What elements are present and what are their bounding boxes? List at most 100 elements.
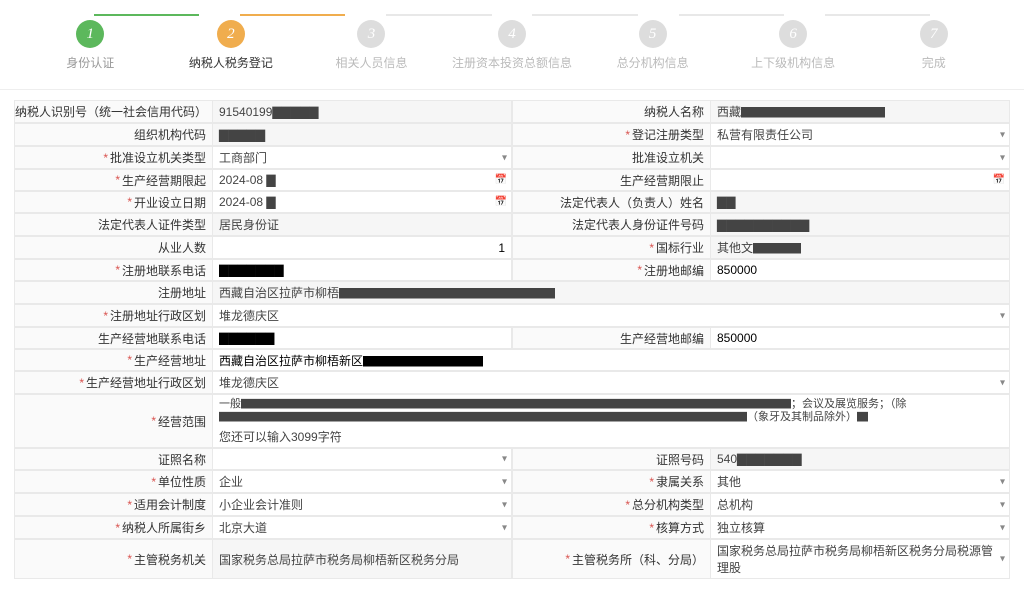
label-operate-to: 生产经营期限止 bbox=[512, 169, 710, 191]
field-accounting-method[interactable]: 独立核算▾ bbox=[710, 516, 1010, 539]
label-license-no: 证照号码 bbox=[512, 448, 710, 470]
label-license-name: 证照名称 bbox=[14, 448, 212, 470]
field-operate-to[interactable]: 📅 bbox=[710, 169, 1010, 191]
step-4[interactable]: 4 注册资本投资总额信息 bbox=[442, 20, 583, 71]
label-street: 纳税人所属街乡 bbox=[14, 516, 212, 539]
field-biz-scope[interactable]: 一般▇▇▇▇▇▇▇▇▇▇▇▇▇▇▇▇▇▇▇▇▇▇▇▇▇▇▇▇▇▇▇▇▇▇▇▇▇▇… bbox=[212, 394, 1010, 448]
field-tax-authority: 国家税务总局拉萨市税务局柳梧新区税务分局 bbox=[212, 539, 512, 579]
field-open-date[interactable]: 2024-08 ▇📅 bbox=[212, 191, 512, 213]
field-approve-authority[interactable]: ▾ bbox=[710, 146, 1010, 169]
label-reg-phone: 注册地联系电话 bbox=[14, 259, 212, 281]
page-root: 1 身份认证 2 纳税人税务登记 3 相关人员信息 4 注册资本投资总额信息 5 总分机构信息 6 上… bbox=[0, 0, 1024, 589]
label-biz-scope: 经营范围 bbox=[14, 394, 212, 448]
step-label: 纳税人税务登记 bbox=[189, 54, 273, 71]
field-affiliation[interactable]: 其他▾ bbox=[710, 470, 1010, 493]
step-circle: 2 bbox=[217, 20, 245, 48]
field-reg-address: 西藏自治区拉萨市柳梧▇▇▇▇▇▇▇▇▇▇▇▇▇▇▇▇▇▇ bbox=[212, 281, 1010, 304]
label-biz-address: 生产经营地址 bbox=[14, 349, 212, 371]
step-2[interactable]: 2 纳税人税务登记 bbox=[161, 20, 302, 71]
field-biz-zip[interactable] bbox=[710, 327, 1010, 349]
label-legal-rep-name: 法定代表人（负责人）姓名 bbox=[512, 191, 710, 213]
label-taxpayer-id: 纳税人识别号（统一社会信用代码） bbox=[14, 100, 212, 123]
step-3[interactable]: 3 相关人员信息 bbox=[301, 20, 442, 71]
field-reg-phone[interactable] bbox=[212, 259, 512, 281]
label-approve-authority: 批准设立机关 bbox=[512, 146, 710, 169]
step-5[interactable]: 5 总分机构信息 bbox=[582, 20, 723, 71]
field-tax-branch[interactable]: 国家税务总局拉萨市税务局柳梧新区税务分局税源管理股▾ bbox=[710, 539, 1010, 579]
step-circle: 3 bbox=[357, 20, 385, 48]
label-legal-rep-id-type: 法定代表人证件类型 bbox=[14, 213, 212, 236]
field-biz-phone[interactable] bbox=[212, 327, 512, 349]
step-connector bbox=[679, 14, 784, 16]
label-tax-branch: 主管税务所（科、分局） bbox=[512, 539, 710, 579]
step-label: 注册资本投资总额信息 bbox=[452, 54, 572, 71]
biz-address-input[interactable] bbox=[213, 350, 1009, 370]
step-7[interactable]: 7 完成 bbox=[863, 20, 1004, 71]
field-legal-rep-id-type: 居民身份证 bbox=[212, 213, 512, 236]
char-count-hint: 您还可以输入3099字符 bbox=[213, 427, 1009, 447]
label-employee-count: 从业人数 bbox=[14, 236, 212, 259]
field-employee-count[interactable] bbox=[212, 236, 512, 259]
label-industry: 国标行业 bbox=[512, 236, 710, 259]
label-reg-type: 登记注册类型 bbox=[512, 123, 710, 146]
label-biz-phone: 生产经营地联系电话 bbox=[14, 327, 212, 349]
field-biz-admin-div[interactable]: 堆龙德庆区▾ bbox=[212, 371, 1010, 394]
field-industry: 其他文▇▇▇▇ bbox=[710, 236, 1010, 259]
label-branch-type: 总分机构类型 bbox=[512, 493, 710, 516]
step-connector bbox=[532, 14, 637, 16]
step-circle: 4 bbox=[498, 20, 526, 48]
field-legal-rep-name: ▇▇ bbox=[710, 191, 1010, 213]
field-license-no: 540▇▇▇▇▇▇▇ bbox=[710, 448, 1010, 470]
step-circle: 5 bbox=[639, 20, 667, 48]
field-reg-zip[interactable] bbox=[710, 259, 1010, 281]
step-label: 上下级机构信息 bbox=[751, 54, 835, 71]
field-unit-nature[interactable]: 企业▾ bbox=[212, 470, 512, 493]
field-street[interactable]: 北京大道▾ bbox=[212, 516, 512, 539]
label-approve-authority-type: 批准设立机关类型 bbox=[14, 146, 212, 169]
label-accounting: 适用会计制度 bbox=[14, 493, 212, 516]
step-1[interactable]: 1 身份认证 bbox=[20, 20, 161, 71]
label-reg-address: 注册地址 bbox=[14, 281, 212, 304]
step-connector bbox=[94, 14, 199, 16]
step-circle: 7 bbox=[920, 20, 948, 48]
label-reg-zip: 注册地邮编 bbox=[512, 259, 710, 281]
step-label: 完成 bbox=[922, 54, 946, 71]
step-connector bbox=[386, 14, 491, 16]
label-open-date: 开业设立日期 bbox=[14, 191, 212, 213]
field-biz-address[interactable] bbox=[212, 349, 1010, 371]
step-circle: 1 bbox=[76, 20, 104, 48]
label-biz-admin-div: 生产经营地址行政区划 bbox=[14, 371, 212, 394]
label-accounting-method: 核算方式 bbox=[512, 516, 710, 539]
step-label: 相关人员信息 bbox=[335, 54, 407, 71]
biz-phone-input[interactable] bbox=[213, 328, 511, 348]
field-taxpayer-id: 91540199▇▇▇▇▇ bbox=[212, 100, 512, 123]
field-accounting[interactable]: 小企业会计准则▾ bbox=[212, 493, 512, 516]
label-affiliation: 隶属关系 bbox=[512, 470, 710, 493]
field-reg-type[interactable]: 私营有限责任公司▾ bbox=[710, 123, 1010, 146]
step-wizard: 1 身份认证 2 纳税人税务登记 3 相关人员信息 4 注册资本投资总额信息 5 总分机构信息 6 上… bbox=[0, 0, 1024, 90]
label-tax-authority: 主管税务机关 bbox=[14, 539, 212, 579]
field-license-name[interactable]: ▾ bbox=[212, 448, 512, 470]
reg-phone-input[interactable] bbox=[213, 260, 511, 280]
field-operate-from[interactable]: 2024-08 ▇📅 bbox=[212, 169, 512, 191]
field-org-code: ▇▇▇▇▇ bbox=[212, 123, 512, 146]
biz-zip-input[interactable] bbox=[711, 328, 1009, 348]
employee-count-input[interactable] bbox=[213, 237, 511, 258]
form-area: 纳税人识别号（统一社会信用代码） 91540199▇▇▇▇▇ 纳税人名称 西藏▇… bbox=[0, 90, 1024, 589]
field-reg-admin-div[interactable]: 堆龙德庆区▾ bbox=[212, 304, 1010, 327]
step-connector bbox=[825, 14, 930, 16]
field-approve-authority-type[interactable]: 工商部门▾ bbox=[212, 146, 512, 169]
step-label: 总分机构信息 bbox=[617, 54, 689, 71]
field-taxpayer-name: 西藏▇▇▇▇▇▇▇▇▇▇▇▇ bbox=[710, 100, 1010, 123]
label-taxpayer-name: 纳税人名称 bbox=[512, 100, 710, 123]
label-legal-rep-id-no: 法定代表人身份证件号码 bbox=[512, 213, 710, 236]
step-label: 身份认证 bbox=[66, 54, 114, 71]
label-org-code: 组织机构代码 bbox=[14, 123, 212, 146]
label-reg-admin-div: 注册地址行政区划 bbox=[14, 304, 212, 327]
label-biz-zip: 生产经营地邮编 bbox=[512, 327, 710, 349]
step-6[interactable]: 6 上下级机构信息 bbox=[723, 20, 864, 71]
step-circle: 6 bbox=[779, 20, 807, 48]
field-branch-type[interactable]: 总机构▾ bbox=[710, 493, 1010, 516]
reg-zip-input[interactable] bbox=[711, 260, 1009, 280]
step-connector bbox=[240, 14, 345, 16]
